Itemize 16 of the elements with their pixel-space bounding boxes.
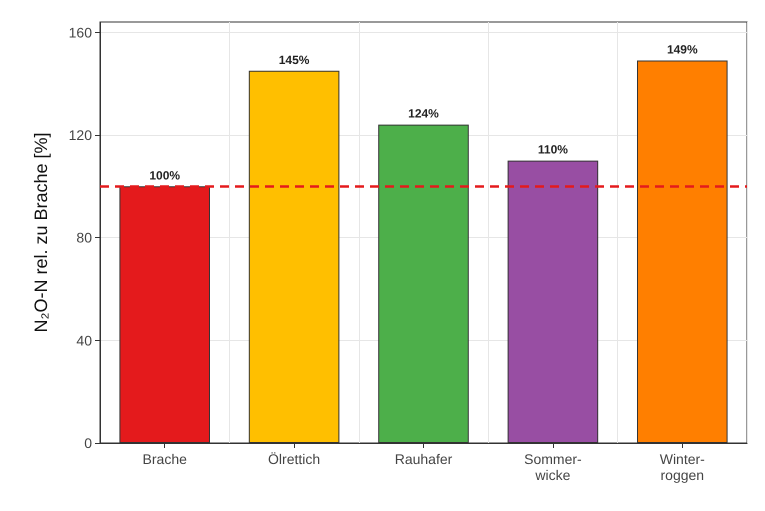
data-label: 100% bbox=[149, 168, 180, 182]
y-tick-label: 160 bbox=[68, 24, 92, 40]
data-label: 145% bbox=[278, 52, 310, 67]
x-tick-label: Rauhafer bbox=[394, 451, 453, 467]
x-tick-label: Ölrettich bbox=[268, 451, 320, 467]
data-label: 124% bbox=[408, 106, 440, 121]
y-tick-label: 80 bbox=[76, 230, 92, 246]
data-label: 149% bbox=[666, 42, 698, 57]
x-tick-label: Brache bbox=[142, 451, 188, 467]
y-tick-label: 40 bbox=[76, 332, 92, 348]
x-tick-label: Sommer- wicke bbox=[524, 451, 582, 483]
y-tick-label: 0 bbox=[84, 435, 92, 451]
data-label: 110% bbox=[538, 142, 568, 157]
y-axis-title: N₂O-N rel. zu Brache [%] bbox=[31, 132, 51, 333]
y-tick-label: 120 bbox=[68, 126, 92, 143]
x-tick-label: Winter- roggen bbox=[660, 451, 706, 483]
